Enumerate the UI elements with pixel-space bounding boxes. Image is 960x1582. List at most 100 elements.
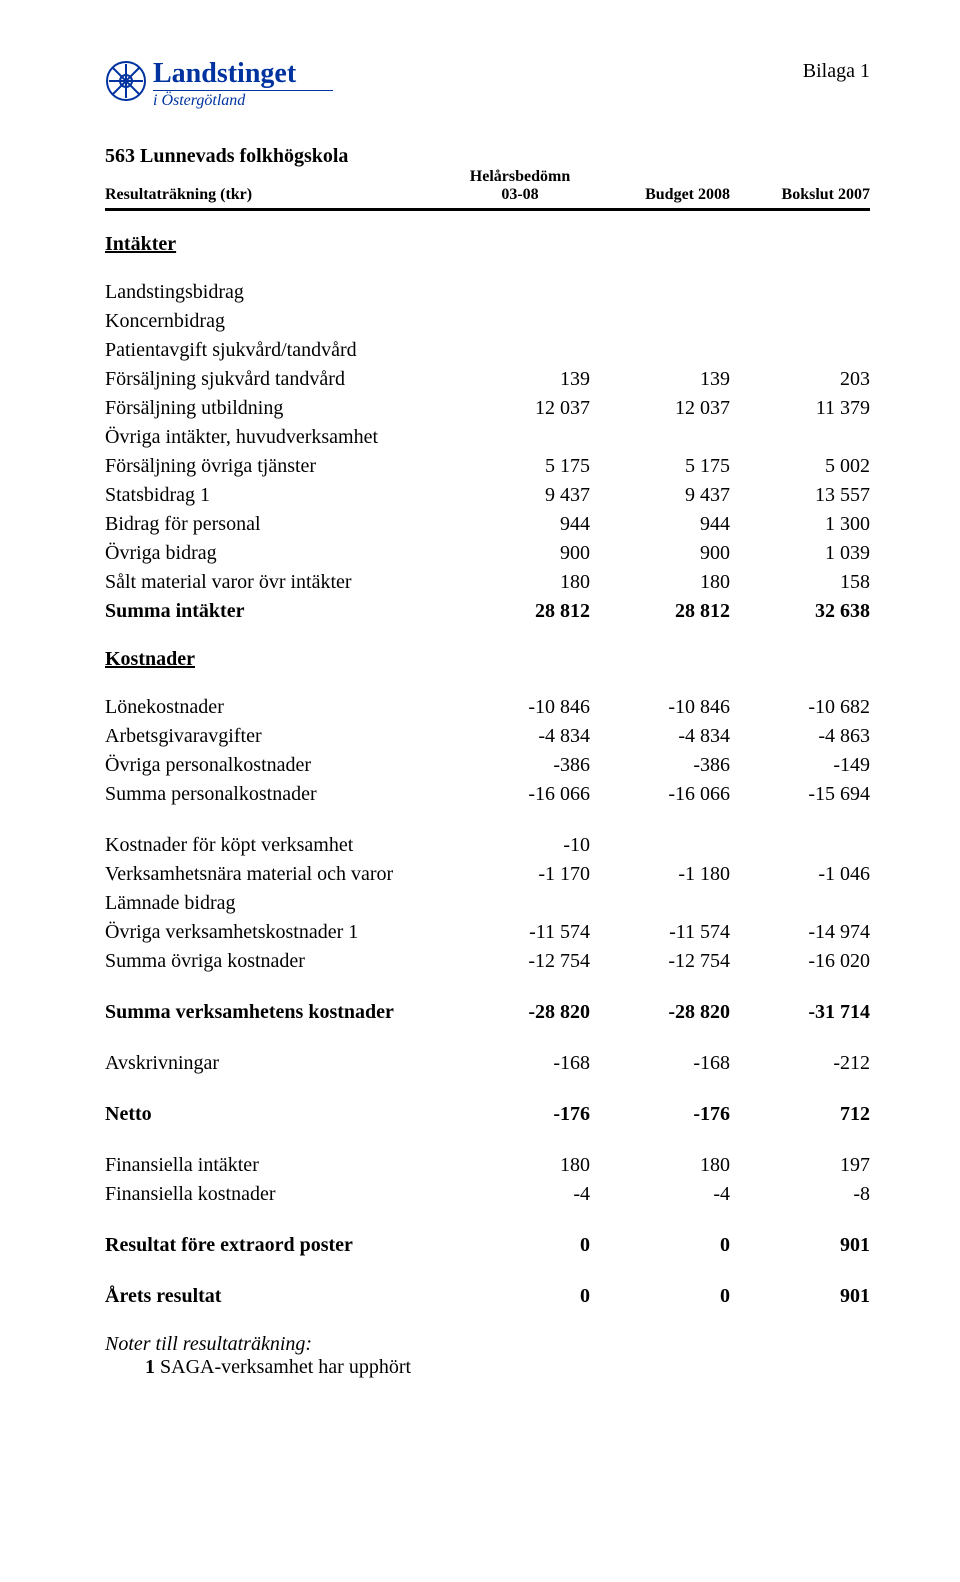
cell: 712 xyxy=(730,1100,870,1129)
cell: 139 xyxy=(590,365,730,394)
logo-subtitle: i Östergötland xyxy=(153,93,333,109)
row-label: Övriga verksamhetskostnader 1 xyxy=(105,918,450,947)
row-label: Summa intäkter xyxy=(105,597,450,626)
cell: 1 300 xyxy=(730,510,870,539)
logo-underline xyxy=(153,90,333,91)
cell: -16 066 xyxy=(450,780,590,809)
cell: 158 xyxy=(730,568,870,597)
table-row: Landstingsbidrag xyxy=(105,278,870,307)
cell xyxy=(450,278,590,307)
cell: -1 180 xyxy=(590,860,730,889)
footnotes-title: Noter till resultaträkning: xyxy=(105,1333,870,1356)
cell: 32 638 xyxy=(730,597,870,626)
row-label: Finansiella kostnader xyxy=(105,1180,450,1209)
cell: -11 574 xyxy=(590,918,730,947)
cell: 0 xyxy=(590,1282,730,1311)
row-label: Summa övriga kostnader xyxy=(105,947,450,976)
footnote-marker: 1 xyxy=(145,1356,155,1378)
row-label: Försäljning sjukvård tandvård xyxy=(105,365,450,394)
row-label: Netto xyxy=(105,1100,450,1129)
cell: -15 694 xyxy=(730,780,870,809)
cell: 944 xyxy=(590,510,730,539)
logo-emblem-icon xyxy=(105,60,147,102)
table-row: Statsbidrag 1 9 437 9 437 13 557 xyxy=(105,481,870,510)
col-a-top: Helårsbedömn xyxy=(450,168,590,186)
cell: -14 974 xyxy=(730,918,870,947)
table-row-summary: Summa verksamhetens kostnader -28 820 -2… xyxy=(105,998,870,1027)
row-label: Avskrivningar xyxy=(105,1049,450,1078)
row-label: Lämnade bidrag xyxy=(105,889,450,918)
cell: -176 xyxy=(450,1100,590,1129)
logo-title: Landstinget xyxy=(153,60,333,88)
org-title: 563 Lunnevads folkhögskola xyxy=(105,145,870,168)
cell: 197 xyxy=(730,1151,870,1180)
footnote-text: SAGA-verksamhet har upphört xyxy=(155,1356,411,1378)
row-label: Summa verksamhetens kostnader xyxy=(105,998,450,1027)
table-row: Övriga intäkter, huvudverksamhet xyxy=(105,423,870,452)
cell: 11 379 xyxy=(730,394,870,423)
table-row: Bidrag för personal 944 944 1 300 xyxy=(105,510,870,539)
logo-text: Landstinget i Östergötland xyxy=(153,60,333,109)
table-row-netto: Netto -176 -176 712 xyxy=(105,1100,870,1129)
row-label: Övriga bidrag xyxy=(105,539,450,568)
cell: 900 xyxy=(590,539,730,568)
table-row: Övriga bidrag 900 900 1 039 xyxy=(105,539,870,568)
cell: -176 xyxy=(590,1100,730,1129)
row-label: Landstingsbidrag xyxy=(105,278,450,307)
table-row-summary: Summa intäkter 28 812 28 812 32 638 xyxy=(105,597,870,626)
table-row: Kostnader för köpt verksamhet -10 xyxy=(105,831,870,860)
row-label: Finansiella intäkter xyxy=(105,1151,450,1180)
cell: 944 xyxy=(450,510,590,539)
table-row: Övriga verksamhetskostnader 1 -11 574 -1… xyxy=(105,918,870,947)
cell: 12 037 xyxy=(450,394,590,423)
cell xyxy=(730,278,870,307)
col-b-header: Budget 2008 xyxy=(590,186,730,204)
cell: -10 xyxy=(450,831,590,860)
table-row: Försäljning övriga tjänster 5 175 5 175 … xyxy=(105,452,870,481)
row-label: Övriga personalkostnader xyxy=(105,751,450,780)
table-row: Avskrivningar -168 -168 -212 xyxy=(105,1049,870,1078)
table-row: Verksamhetsnära material och varor -1 17… xyxy=(105,860,870,889)
cell: 12 037 xyxy=(590,394,730,423)
cell: 5 175 xyxy=(590,452,730,481)
row-label: Resultat före extraord poster xyxy=(105,1231,450,1260)
row-label: Kostnader för köpt verksamhet xyxy=(105,831,450,860)
document-header: Landstinget i Östergötland Bilaga 1 xyxy=(105,60,870,109)
cell: 0 xyxy=(450,1231,590,1260)
footnote-line: 1 SAGA-verksamhet har upphört xyxy=(145,1356,870,1379)
cell: 180 xyxy=(450,568,590,597)
cell: 180 xyxy=(590,1151,730,1180)
cell: -10 682 xyxy=(730,693,870,722)
cell: -16 020 xyxy=(730,947,870,976)
cell: 1 039 xyxy=(730,539,870,568)
cell: 28 812 xyxy=(450,597,590,626)
row-label: Verksamhetsnära material och varor xyxy=(105,860,450,889)
table-row: Försäljning sjukvård tandvård 139 139 20… xyxy=(105,365,870,394)
cell: 0 xyxy=(590,1231,730,1260)
footnotes: Noter till resultaträkning: 1 SAGA-verks… xyxy=(105,1333,870,1379)
row-label: Övriga intäkter, huvudverksamhet xyxy=(105,423,450,452)
table-row: Lönekostnader -10 846 -10 846 -10 682 xyxy=(105,693,870,722)
page: Landstinget i Östergötland Bilaga 1 563 … xyxy=(0,0,960,1439)
row-label: Lönekostnader xyxy=(105,693,450,722)
cell: 180 xyxy=(590,568,730,597)
subtitle: Resultaträkning (tkr) xyxy=(105,186,450,204)
table-row: Finansiella kostnader -4 -4 -8 xyxy=(105,1180,870,1209)
cell: -168 xyxy=(450,1049,590,1078)
cell: -31 714 xyxy=(730,998,870,1027)
cell: -212 xyxy=(730,1049,870,1078)
table-row: Finansiella intäkter 180 180 197 xyxy=(105,1151,870,1180)
section-intakter: Intäkter xyxy=(105,233,870,256)
cell: 901 xyxy=(730,1282,870,1311)
row-label: Sålt material varor övr intäkter xyxy=(105,568,450,597)
cell: 28 812 xyxy=(590,597,730,626)
cell: -168 xyxy=(590,1049,730,1078)
table-row-result: Årets resultat 0 0 901 xyxy=(105,1282,870,1311)
cell: 5 175 xyxy=(450,452,590,481)
cell: 9 437 xyxy=(450,481,590,510)
row-label: Bidrag för personal xyxy=(105,510,450,539)
cell: -12 754 xyxy=(590,947,730,976)
cell: 5 002 xyxy=(730,452,870,481)
table-row: Sålt material varor övr intäkter 180 180… xyxy=(105,568,870,597)
row-label: Försäljning utbildning xyxy=(105,394,450,423)
